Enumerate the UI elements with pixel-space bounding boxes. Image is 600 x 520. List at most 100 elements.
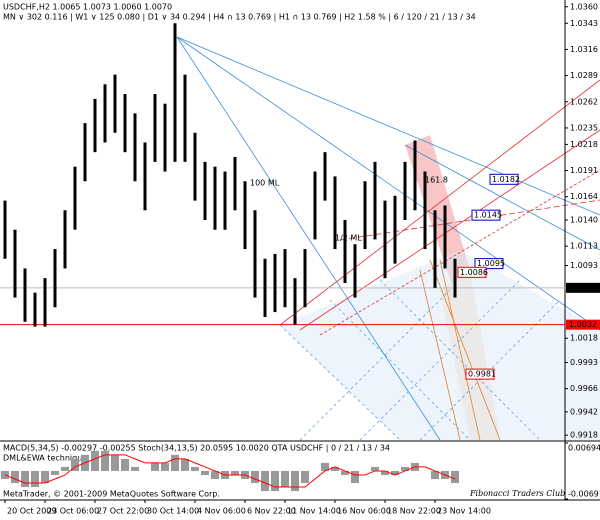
footer: MetaTrader, © 2001-2009 MetaQuotes Softw…: [3, 490, 220, 499]
y-tick-label: 1.0360: [570, 2, 598, 11]
price-bar: [413, 140, 417, 211]
price-bar: [363, 181, 367, 250]
price-bar: [183, 74, 187, 162]
histogram-bar: [111, 454, 119, 471]
price-bar: [433, 210, 437, 288]
histogram-bar: [61, 466, 69, 471]
chart-subtitle: MN ∨ 302 0.116 | W1 ∨ 125 0.080 | D1 ∨ 3…: [3, 13, 476, 22]
price-bar: [33, 292, 37, 327]
histogram-bar: [301, 470, 309, 484]
price-bar: [453, 258, 457, 298]
histogram-bar: [151, 462, 159, 471]
histogram-bar: [71, 458, 79, 471]
histogram-bar: [261, 470, 269, 492]
note: 1/2 ML: [335, 234, 362, 243]
x-tick-label: 4 Nov 06:00: [197, 507, 246, 516]
price-bar: [23, 268, 27, 322]
level-label-bg: [566, 319, 600, 330]
y-tick-label: 1.0262: [570, 97, 598, 106]
histogram-bar: [121, 458, 129, 471]
histogram-bar: [171, 454, 179, 471]
y-tick-label: 1.0316: [570, 45, 598, 54]
x-tick-label: 30 Oct 14:00: [147, 507, 199, 516]
price-bar: [133, 113, 137, 182]
x-tick-label: 23 Nov 14:00: [437, 507, 491, 516]
price-box: [489, 173, 519, 185]
price-box-label: 1.0182: [492, 175, 520, 184]
pitchfork-drawings: [176, 36, 600, 441]
price-bar: [273, 253, 277, 313]
histogram-bar: [451, 470, 459, 484]
price-bar: [13, 229, 17, 298]
x-tick-label: 27 Oct 22:00: [97, 507, 149, 516]
y-tick-label: 1.0113: [570, 242, 598, 251]
histogram-bar: [431, 470, 439, 479]
histogram-bar: [251, 470, 259, 484]
price-box-label: 1.0145: [474, 211, 502, 220]
y-tick-label: 0.9993: [570, 358, 598, 367]
histogram-bar: [91, 450, 99, 471]
histogram-bar: [341, 470, 349, 475]
price-bar: [333, 176, 337, 250]
histogram-bar: [101, 450, 109, 471]
price-bar: [343, 220, 347, 283]
histogram-bar: [291, 470, 299, 492]
histogram-bar: [161, 462, 169, 471]
price-bar: [253, 210, 257, 298]
indicator-title: MACD(5,34,5) -0.00297 -0.00255 Stoch(34,…: [3, 444, 390, 453]
histogram-bar: [331, 466, 339, 471]
price-bar: [73, 166, 77, 230]
price-bar: [313, 171, 317, 240]
price-box: [474, 258, 504, 270]
y-tick-label: 1.0164: [570, 192, 598, 201]
price-bar: [303, 249, 307, 308]
price-bar: [393, 195, 397, 264]
y-tick-label: 0.00694: [568, 444, 600, 453]
y-tick-label: 1.0093: [570, 261, 598, 270]
price-bar: [143, 142, 147, 211]
histogram-bar: [321, 462, 329, 471]
y-tick-label: 1.0140: [570, 216, 598, 225]
price-bar: [293, 278, 297, 325]
note: 161.8: [425, 176, 448, 185]
x-tick-label: 18 Nov 22:00: [387, 507, 441, 516]
price-bar: [373, 161, 377, 240]
histogram-bar: [11, 470, 19, 484]
y-tick-label: 1.0218: [570, 140, 598, 149]
histogram-bar: [31, 470, 39, 488]
price-bar: [223, 171, 227, 230]
histogram-bar: [181, 458, 189, 471]
y-tick-label: 1.0191: [570, 166, 598, 175]
x-tick-label: 11 Nov 14:00: [287, 507, 341, 516]
price-bar: [93, 98, 97, 153]
price-bar: [323, 152, 327, 201]
histogram-bar: [211, 470, 219, 479]
x-tick-label: 23 Oct 06:00: [47, 507, 99, 516]
price-box: [471, 209, 501, 221]
signal-line: [4, 454, 456, 488]
price-box: [465, 368, 495, 380]
price-bar: [193, 132, 197, 201]
y-tick-label: 1.0018: [570, 334, 598, 343]
price-bar: [53, 249, 57, 308]
histogram-bar: [201, 470, 209, 475]
histogram-bar: [391, 470, 399, 475]
y-tick-label: 0.9918: [570, 431, 598, 440]
price-bar: [353, 244, 357, 298]
y-tick-label: 0.9942: [570, 407, 598, 416]
y-tick-label: 1.0235: [570, 123, 598, 132]
y-tick-label: 1.0289: [570, 71, 598, 80]
price-bar: [203, 161, 207, 220]
price-bar: [263, 258, 267, 317]
histogram-bar: [191, 466, 199, 471]
histogram-bar: [351, 470, 359, 484]
price-bar: [443, 205, 447, 269]
price-bar: [43, 278, 47, 327]
price-bar: [163, 103, 167, 172]
price-bar: [113, 74, 117, 133]
level-label: 1.0032: [569, 320, 597, 329]
price-bar: [153, 94, 157, 162]
price-box-label: 1.0095: [477, 259, 505, 268]
price-bar: [403, 161, 407, 220]
